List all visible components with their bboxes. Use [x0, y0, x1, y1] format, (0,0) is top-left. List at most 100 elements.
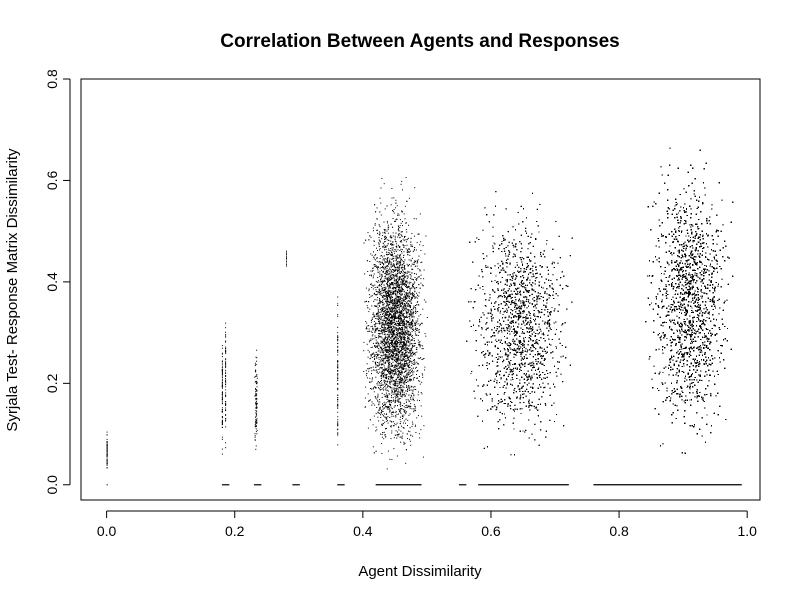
data-point — [397, 284, 399, 286]
data-point — [376, 337, 377, 338]
data-point — [407, 438, 408, 440]
data-point — [401, 347, 402, 349]
data-point — [410, 334, 412, 336]
data-point — [398, 269, 400, 271]
data-point — [404, 334, 406, 336]
data-point — [371, 346, 373, 348]
data-point — [221, 422, 223, 424]
data-point — [383, 307, 385, 309]
data-point — [401, 310, 403, 312]
data-point — [403, 394, 405, 396]
data-point — [375, 306, 377, 308]
data-point — [379, 383, 381, 385]
data-point — [398, 265, 400, 267]
data-point — [405, 316, 407, 318]
data-point — [392, 361, 394, 363]
data-point — [392, 287, 394, 289]
data-point — [386, 267, 388, 269]
data-point — [404, 343, 406, 344]
data-point — [406, 200, 408, 202]
data-point — [400, 257, 402, 259]
data-point — [394, 395, 396, 397]
data-point — [374, 305, 376, 306]
data-point — [377, 316, 379, 318]
data-point — [366, 305, 368, 307]
data-point — [384, 314, 386, 316]
data-point — [385, 357, 387, 359]
data-point — [398, 352, 400, 354]
data-point — [400, 298, 402, 300]
data-point — [418, 276, 420, 278]
data-point — [410, 311, 411, 313]
data-point — [373, 258, 375, 260]
data-point — [395, 364, 397, 366]
data-point — [407, 295, 409, 297]
data-point — [221, 382, 223, 384]
data-point — [414, 291, 416, 293]
data-point — [403, 338, 405, 340]
data-point — [402, 389, 404, 391]
data-point — [383, 359, 385, 361]
data-point — [416, 278, 418, 280]
data-point — [386, 319, 388, 320]
data-point — [374, 287, 376, 288]
data-point — [403, 406, 405, 408]
data-point — [393, 276, 395, 278]
data-point — [383, 374, 385, 376]
data-point — [385, 436, 386, 438]
data-point — [394, 384, 396, 386]
data-point — [403, 371, 405, 373]
data-point — [378, 420, 380, 422]
data-point — [398, 349, 400, 351]
data-point — [400, 319, 402, 320]
data-point — [418, 255, 420, 257]
data-point — [380, 372, 382, 374]
data-point — [395, 279, 397, 281]
data-point — [376, 354, 378, 355]
data-point — [383, 371, 385, 373]
data-point — [392, 226, 394, 228]
data-point — [396, 279, 398, 281]
data-point — [414, 377, 416, 378]
data-point — [399, 366, 401, 368]
data-point — [388, 278, 390, 280]
data-point — [411, 246, 413, 247]
data-point — [396, 351, 398, 353]
data-point — [286, 258, 287, 259]
data-point — [396, 306, 398, 308]
data-point — [221, 377, 223, 379]
data-point — [382, 304, 384, 306]
data-point — [407, 341, 409, 343]
data-point — [408, 355, 410, 357]
data-point — [396, 263, 398, 265]
data-point — [377, 266, 379, 268]
data-point — [386, 355, 388, 357]
data-point — [415, 249, 417, 251]
data-point — [395, 312, 397, 314]
data-point — [385, 286, 387, 288]
data-point — [363, 242, 365, 244]
data-point — [386, 351, 387, 353]
data-point — [411, 331, 413, 333]
data-point — [386, 320, 387, 322]
data-point — [395, 289, 397, 291]
data-point — [408, 296, 410, 298]
data-point — [255, 404, 257, 406]
data-point — [418, 344, 420, 346]
data-point — [372, 388, 374, 390]
data-point — [395, 284, 397, 286]
data-point — [416, 301, 418, 303]
data-point — [386, 312, 388, 314]
data-point — [417, 259, 419, 261]
data-point — [396, 362, 398, 364]
data-point — [409, 317, 411, 319]
data-point — [404, 327, 406, 329]
data-point — [400, 248, 402, 250]
data-point — [401, 392, 403, 394]
data-point — [381, 316, 383, 317]
data-point — [225, 336, 227, 338]
data-point — [403, 317, 405, 319]
data-point — [379, 319, 381, 321]
data-point — [414, 294, 415, 296]
data-point — [402, 284, 404, 285]
